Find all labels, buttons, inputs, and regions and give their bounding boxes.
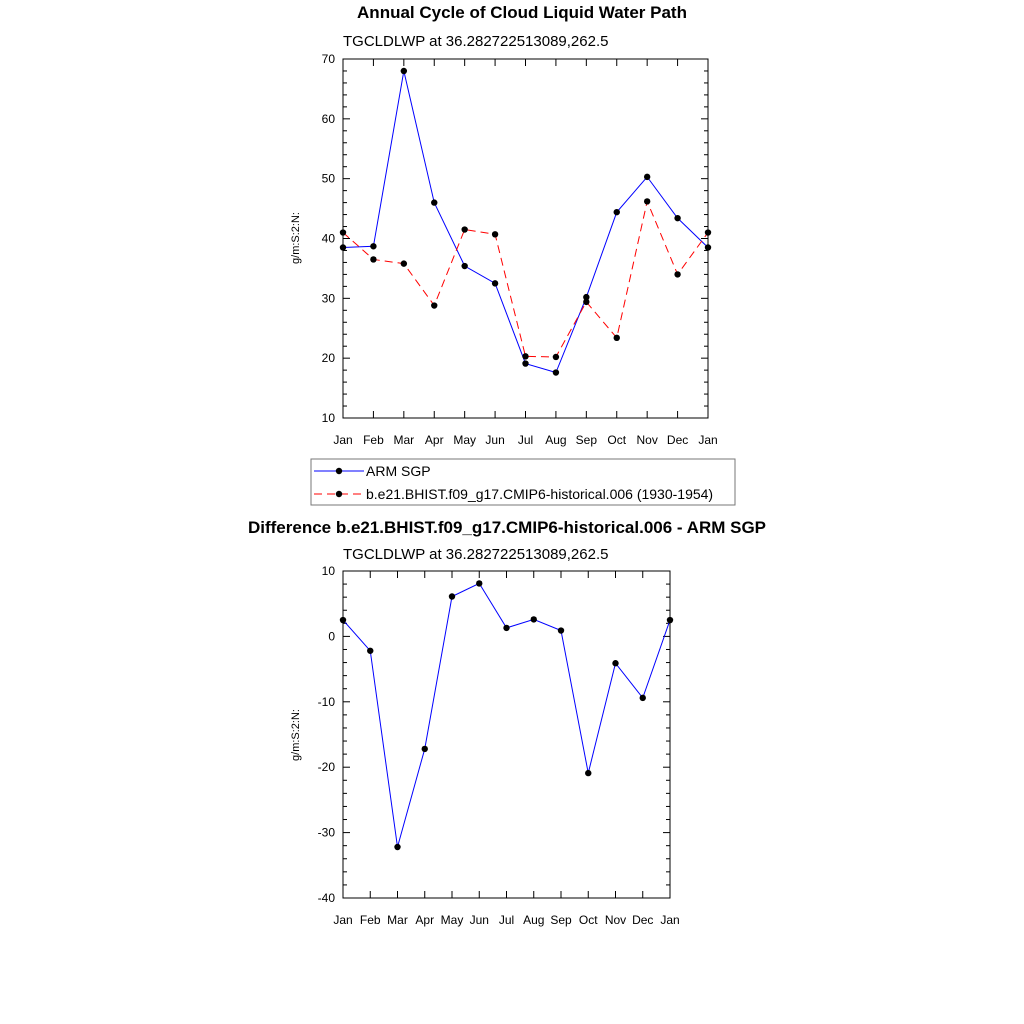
- x-tick-label: Jul: [499, 913, 514, 927]
- x-tick-label: Jan: [333, 913, 352, 927]
- y-tick-label: -20: [318, 760, 336, 774]
- x-tick-label: Jan: [333, 433, 352, 447]
- x-tick-label: Aug: [545, 433, 566, 447]
- x-tick-label: Nov: [636, 433, 657, 447]
- x-tick-label: Jan: [698, 433, 717, 447]
- chart-title: Annual Cycle of Cloud Liquid Water Path: [357, 3, 687, 22]
- data-point: [400, 67, 408, 75]
- data-point: [704, 244, 712, 251]
- x-tick-label: Nov: [605, 913, 626, 927]
- data-point: [612, 660, 619, 667]
- x-tick-label: Oct: [579, 913, 598, 927]
- y-tick-label: -30: [318, 826, 336, 840]
- data-point: [339, 244, 347, 251]
- y-tick-label: 30: [322, 291, 336, 305]
- x-tick-label: Mar: [393, 433, 414, 447]
- difference-chart: Difference b.e21.BHIST.f09_g17.CMIP6-his…: [248, 518, 766, 927]
- legend-marker-model: [335, 490, 343, 498]
- y-tick-label: 50: [322, 172, 336, 186]
- y-tick-label: -10: [318, 695, 336, 709]
- x-tick-label: May: [441, 913, 464, 927]
- chart-subtitle: TGCLDLWP at 36.282722513089,262.5: [343, 546, 608, 563]
- annual-cycle-chart: Annual Cycle of Cloud Liquid Water Path …: [290, 3, 736, 506]
- x-tick-label: Feb: [360, 913, 381, 927]
- data-point: [552, 353, 560, 361]
- data-point: [643, 173, 651, 181]
- data-point: [339, 616, 347, 624]
- data-point: [552, 369, 560, 376]
- plot-frame: [342, 570, 671, 899]
- data-point: [448, 593, 456, 600]
- series-line-0: [342, 582, 671, 848]
- x-tick-label: Apr: [415, 913, 434, 927]
- y-tick-label: 60: [322, 112, 336, 126]
- x-tick-label: Dec: [667, 433, 688, 447]
- x-tick-label: Feb: [363, 433, 384, 447]
- data-point: [674, 214, 681, 222]
- legend-box: [310, 458, 736, 506]
- data-point: [704, 229, 712, 236]
- y-axis-label: g/m:S:2:N:: [290, 212, 302, 264]
- x-tick-label: Jan: [660, 913, 679, 927]
- plot-area: -40 -30 -20 -10 0 10 Jan Feb Mar Apr May Jun Jul Aug S…: [318, 564, 680, 927]
- x-tick-label: Jun: [470, 913, 489, 927]
- x-tick-label: Jul: [518, 433, 533, 447]
- legend-marker-arm: [335, 467, 343, 475]
- data-point: [585, 769, 592, 777]
- data-point: [557, 627, 565, 634]
- data-point: [666, 616, 674, 624]
- legend: ARM SGP b.e21.BHIST.f09_g17.CMIP6-histor…: [310, 458, 736, 506]
- data-point: [522, 353, 529, 360]
- data-point: [613, 334, 620, 342]
- x-tick-label: Sep: [576, 433, 598, 447]
- data-point: [674, 271, 681, 278]
- x-tick-label: Mar: [387, 913, 408, 927]
- x-tick-label: Sep: [550, 913, 572, 927]
- x-tick-label: Oct: [607, 433, 626, 447]
- data-point: [530, 616, 537, 623]
- y-tick-label: 0: [328, 629, 335, 643]
- y-tick-label: 70: [322, 52, 336, 66]
- data-point: [503, 624, 510, 632]
- data-point: [491, 231, 499, 238]
- data-point: [461, 226, 468, 233]
- data-point: [643, 198, 651, 205]
- series-line-0: [342, 70, 709, 374]
- chart-subtitle: TGCLDLWP at 36.282722513089,262.5: [343, 33, 608, 50]
- legend-label-model: b.e21.BHIST.f09_g17.CMIP6-historical.006…: [366, 486, 713, 502]
- legend-label-arm: ARM SGP: [366, 463, 431, 479]
- data-point: [370, 243, 377, 250]
- y-tick-label: 40: [322, 232, 336, 246]
- data-point: [491, 280, 499, 287]
- data-point: [476, 580, 483, 587]
- series-line-1: [342, 199, 709, 358]
- data-point: [583, 293, 590, 301]
- data-point: [367, 647, 374, 654]
- x-tick-label: Dec: [632, 913, 653, 927]
- data-point: [370, 256, 377, 263]
- x-tick-label: Apr: [425, 433, 444, 447]
- x-tick-label: Aug: [523, 913, 544, 927]
- y-tick-label: 10: [322, 564, 336, 578]
- y-tick-label: -40: [318, 891, 336, 905]
- y-axis-label: g/m:S:2:N:: [290, 709, 302, 761]
- x-tick-label: May: [453, 433, 476, 447]
- x-tick-label: Jun: [485, 433, 504, 447]
- data-point: [431, 199, 438, 206]
- data-point: [639, 694, 646, 702]
- data-point: [400, 260, 408, 267]
- chart-title: Difference b.e21.BHIST.f09_g17.CMIP6-his…: [248, 518, 766, 537]
- data-point: [431, 302, 438, 309]
- data-point: [613, 208, 620, 216]
- data-point: [583, 298, 590, 306]
- y-tick-label: 20: [322, 351, 336, 365]
- y-tick-label: 10: [322, 411, 336, 425]
- data-point: [522, 360, 529, 367]
- data-point: [394, 843, 401, 851]
- data-point: [339, 229, 347, 236]
- data-point: [461, 262, 468, 270]
- plot-area: 10 20 30 40 50 60 70 Jan Feb Mar Apr May Jun Jul Aug Se…: [322, 52, 718, 447]
- data-point: [421, 745, 428, 753]
